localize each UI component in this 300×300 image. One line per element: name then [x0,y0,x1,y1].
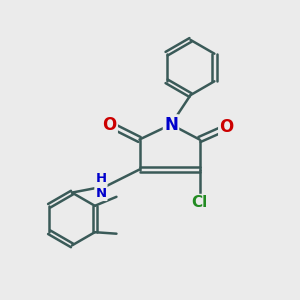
Text: H
N: H N [95,172,106,200]
Text: Cl: Cl [191,195,208,210]
Text: N: N [164,116,178,134]
Text: O: O [102,116,117,134]
Text: O: O [219,118,234,136]
